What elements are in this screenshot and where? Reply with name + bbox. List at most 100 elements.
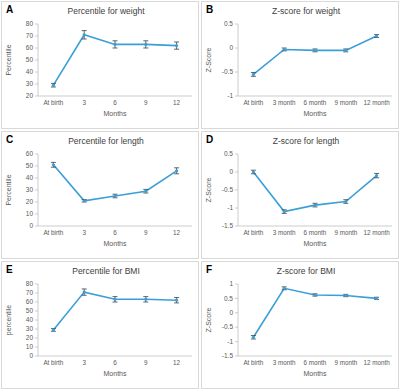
y-axis [238, 24, 239, 96]
y-tick-label: 50 [26, 162, 34, 169]
data-point [375, 297, 378, 300]
error-bar [374, 297, 379, 299]
plot-area [51, 289, 179, 332]
data-point [283, 210, 286, 213]
data-point [252, 170, 255, 173]
y-tick [235, 172, 238, 173]
data-line [53, 292, 176, 330]
panel-letter: C [6, 134, 13, 145]
y-tick [35, 166, 38, 167]
y-tick-label: 0 [29, 352, 33, 359]
y-tick-label: 20 [26, 334, 34, 341]
error-bar [113, 41, 118, 48]
data-point [113, 298, 116, 301]
panel-letter: E [6, 264, 13, 275]
x-tick-label: At birth [243, 99, 263, 106]
data-point [344, 49, 347, 52]
data-point [313, 49, 316, 52]
y-tick [235, 24, 238, 25]
data-point [283, 48, 286, 51]
y-tick [235, 284, 238, 285]
panel: BZ-score for weight-1-0.500.5At birth3 m… [202, 2, 399, 129]
error-bar [313, 294, 318, 296]
data-point [144, 298, 147, 301]
data-line [53, 35, 176, 85]
x-tick-label: 3 month [273, 99, 296, 106]
panel: FZ-score for BMI-1.5-1-0.500.51At birth3… [202, 262, 399, 389]
x-tick-label: 6 [113, 359, 117, 366]
x-tick-label: 12 month [363, 229, 390, 236]
y-axis-label: Z-Score [205, 177, 212, 202]
y-tick-label: 0.5 [224, 20, 233, 27]
data-point [113, 43, 116, 46]
y-tick-label: 80 [26, 20, 34, 27]
y-tick [35, 311, 38, 312]
y-tick-label: 0 [29, 222, 33, 229]
panel: DZ-score for length-1.5-1-0.500.5At birt… [202, 132, 399, 259]
data-point [375, 174, 378, 177]
y-tick-label: -1.5 [222, 222, 234, 229]
panel: APercentile for weight20304050607080At b… [2, 2, 199, 129]
x-axis-label: Months [104, 370, 127, 377]
y-tick [235, 208, 238, 209]
plot-area [51, 162, 179, 202]
x-axis [238, 226, 392, 227]
x-tick-label: 3 month [273, 229, 296, 236]
data-line [253, 288, 376, 337]
x-tick-label: 6 month [304, 99, 327, 106]
data-point [283, 287, 286, 290]
chart-title: Percentile for weight [67, 6, 145, 16]
data-point [52, 328, 55, 331]
y-tick [35, 36, 38, 37]
chart-title: Z-score for BMI [277, 266, 336, 276]
error-bar [282, 48, 287, 51]
y-tick [235, 327, 238, 328]
y-tick-label: 40 [26, 174, 34, 181]
plot-area [251, 170, 379, 213]
plot-area [51, 31, 179, 87]
x-tick-label: 6 month [304, 359, 327, 366]
y-tick [35, 293, 38, 294]
data-point [113, 194, 116, 197]
data-point [144, 190, 147, 193]
y-tick [235, 48, 238, 49]
y-tick [35, 24, 38, 25]
x-tick-label: 9 month [334, 359, 357, 366]
x-axis [38, 356, 192, 357]
y-tick [35, 202, 38, 203]
y-tick-label: 40 [26, 68, 34, 75]
x-tick-label: 3 month [273, 359, 296, 366]
y-tick-label: 1 [229, 280, 233, 287]
x-tick-label: 12 [173, 229, 181, 236]
panel-letter: D [206, 134, 213, 145]
y-tick-label: 60 [26, 298, 34, 305]
panel-frame [202, 132, 399, 259]
x-tick-label: At birth [243, 359, 263, 366]
chart-title: Percentile for BMI [72, 266, 140, 276]
error-bar [374, 173, 379, 177]
error-bar [374, 35, 379, 38]
x-tick-label: 9 [144, 229, 148, 236]
data-point [175, 169, 178, 172]
error-bar [143, 189, 148, 193]
y-tick-label: 10 [26, 343, 34, 350]
x-tick-label: 12 [173, 99, 181, 106]
x-tick-label: 9 [144, 359, 148, 366]
y-axis-label: Z-Score [205, 47, 212, 72]
y-axis [238, 284, 239, 356]
y-tick-label: 40 [26, 316, 34, 323]
y-tick [35, 329, 38, 330]
x-tick-label: 12 month [363, 99, 390, 106]
y-tick-label: 70 [26, 289, 34, 296]
error-bar [82, 200, 87, 202]
chart-title: Z-score for weight [272, 6, 341, 16]
panel-frame [2, 2, 199, 129]
y-tick [235, 72, 238, 73]
chart-title: Percentile for length [68, 136, 144, 146]
y-tick [35, 190, 38, 191]
y-tick-label: 80 [26, 280, 34, 287]
x-tick-label: 9 [144, 99, 148, 106]
panel-frame [202, 2, 399, 129]
panel-frame [2, 262, 199, 389]
y-tick [35, 356, 38, 357]
